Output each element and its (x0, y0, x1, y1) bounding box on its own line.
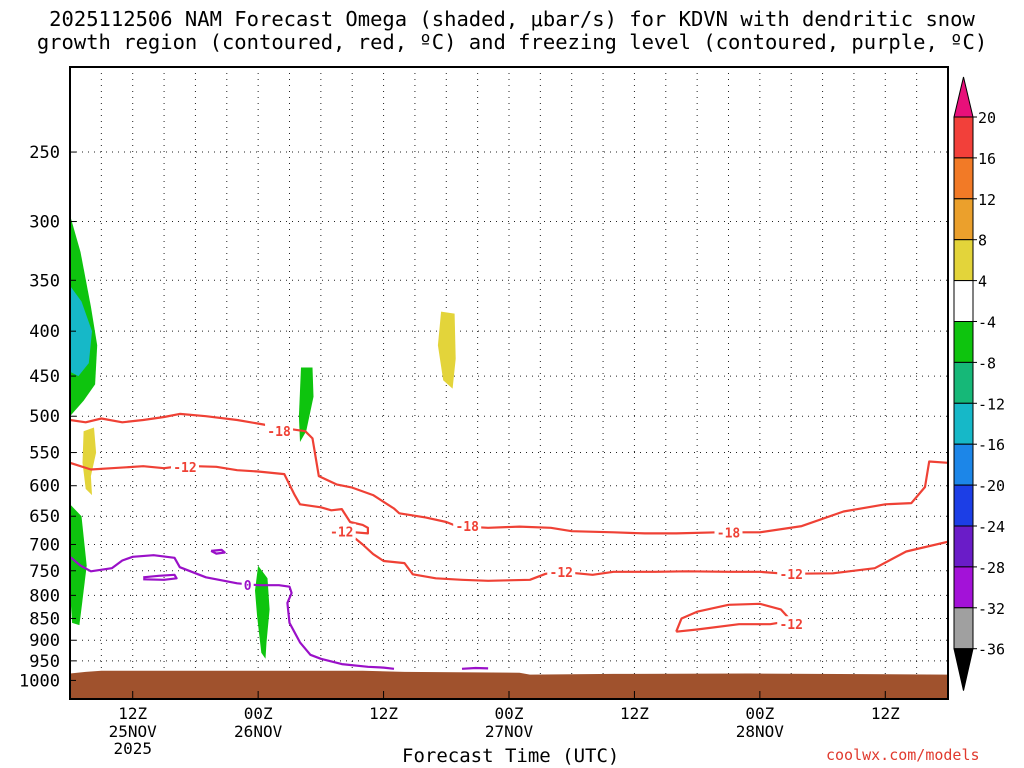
omega-region (255, 565, 270, 659)
omega-region (298, 367, 314, 442)
y-tick-label: 450 (29, 367, 60, 387)
contour-line (143, 573, 178, 581)
chart-title-line-1: 2025112506 NAM Forecast Omega (shaded, μ… (49, 7, 975, 31)
contour-line (70, 412, 948, 535)
colorbar-tick-label: -4 (978, 314, 996, 332)
colorbar-tick-label: -28 (978, 559, 1005, 577)
x-axis-label: Forecast Time (UTC) (402, 745, 620, 767)
contour-label-bg (547, 563, 576, 580)
y-tick-label: 250 (29, 143, 60, 163)
omega-region (82, 427, 97, 496)
x-tick-label: 12Z (871, 704, 900, 723)
contour-label: -12 (550, 566, 573, 581)
x-tick-year: 2025 (113, 739, 152, 758)
contour-label-bg (327, 523, 356, 540)
terrain-fill (70, 670, 948, 699)
contour-line (675, 602, 793, 633)
omega-region (70, 285, 92, 377)
colorbar-bin (953, 198, 974, 241)
y-tick-label: 600 (29, 477, 60, 497)
contour-label-bg (714, 524, 743, 541)
colorbar-tick-label: -20 (978, 477, 1005, 495)
colorbar-bin (953, 566, 974, 609)
colorbar-tick-label: 16 (978, 150, 996, 168)
colorbar-bin (953, 402, 974, 445)
colorbar-bin (953, 157, 974, 200)
contour-label-bg (777, 565, 806, 582)
x-tick-label: 00Z (745, 704, 774, 723)
colorbar-bin (953, 321, 974, 363)
contour-line (210, 548, 226, 555)
x-tick-label: 00Z (244, 704, 273, 723)
x-tick-label: 12Z (620, 704, 649, 723)
contour-label: -18 (455, 520, 479, 535)
colorbar-bin (953, 484, 974, 527)
contour-line (461, 666, 489, 670)
y-tick-label: 550 (29, 444, 60, 464)
y-tick-label: 350 (29, 271, 60, 291)
x-tick-date: 25NOV (109, 722, 158, 741)
contour-label-bg (241, 577, 254, 594)
colorbar-bin (953, 116, 974, 159)
contour-label: 0 (244, 579, 252, 594)
colorbar-tick-label: -24 (978, 518, 1005, 536)
colorbar-tick-label: -36 (978, 641, 1005, 659)
colorbar-tick-label: 4 (978, 273, 987, 291)
chart-title-line-2: growth region (contoured, red, ºC) and f… (36, 30, 988, 54)
colorbar-bin (953, 361, 974, 404)
contour-label-bg (265, 423, 294, 440)
colorbar-tick-label: 8 (978, 232, 987, 250)
x-tick-date: 28NOV (736, 722, 785, 741)
contour-label-bg (777, 616, 806, 633)
colorbar-bottom-arrow (953, 648, 974, 691)
y-tick-label: 1000 (19, 671, 60, 691)
omega-region (437, 311, 456, 389)
contour-label: -12 (330, 526, 353, 541)
colorbar-top-arrow (953, 76, 974, 118)
x-tick-label: 12Z (369, 704, 398, 723)
colorbar-bin (953, 525, 974, 568)
colorbar-bin (953, 280, 974, 323)
contour-label: -18 (717, 526, 741, 541)
contour-line (70, 461, 948, 582)
contour-label-bg (170, 458, 199, 475)
contour-label: -12 (779, 618, 802, 633)
contour-label: -12 (173, 461, 196, 476)
y-tick-label: 300 (29, 213, 60, 233)
colorbar-tick-label: -16 (978, 436, 1005, 454)
x-tick-date: 27NOV (485, 722, 534, 741)
colorbar-tick-label: 12 (978, 191, 996, 209)
y-tick-label: 500 (29, 407, 60, 427)
y-tick-label: 750 (29, 562, 60, 582)
colorbar-tick-label: -8 (978, 354, 996, 372)
y-tick-label: 900 (29, 631, 60, 651)
contour-label: -18 (267, 425, 291, 440)
x-tick-label: 12Z (118, 704, 147, 723)
colorbar-tick-label: -12 (978, 395, 1005, 413)
y-tick-label: 800 (29, 586, 60, 606)
site-credit: coolwx.com/models (826, 746, 980, 764)
contour-label-bg (453, 518, 482, 535)
y-tick-label: 850 (29, 609, 60, 629)
colorbar-tick-label: -32 (978, 600, 1005, 618)
y-tick-label: 650 (29, 507, 60, 527)
colorbar-bin (953, 607, 974, 650)
y-tick-label: 700 (29, 535, 60, 555)
colorbar-bin (953, 239, 974, 282)
y-tick-label: 400 (29, 322, 60, 342)
colorbar-bin (953, 443, 974, 486)
contour-line (70, 554, 395, 670)
y-tick-label: 950 (29, 652, 60, 672)
colorbar-tick-label: 20 (978, 109, 996, 127)
x-tick-date: 26NOV (234, 722, 283, 741)
x-tick-label: 00Z (495, 704, 524, 723)
contour-label: -12 (779, 568, 802, 583)
plot-frame (69, 66, 949, 700)
